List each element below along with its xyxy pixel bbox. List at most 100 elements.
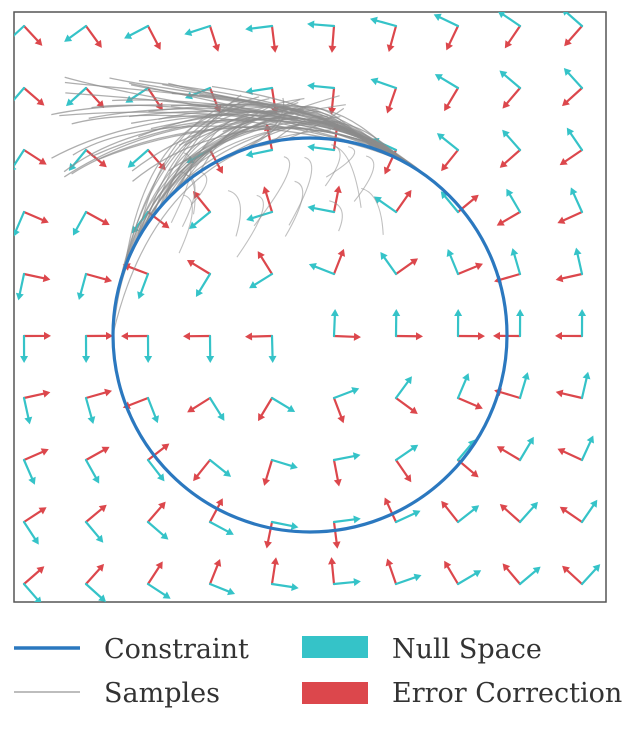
error-correction-arrow	[499, 148, 522, 168]
error-correction-arrow	[394, 189, 412, 214]
error-correction-arrow	[22, 566, 45, 586]
sample-trajectory	[199, 119, 255, 172]
error-correction-arrow	[193, 458, 212, 482]
null-space-arrow	[499, 70, 522, 90]
error-correction-arrow	[258, 396, 274, 422]
null-space-arrow	[245, 24, 274, 33]
error-correction-arrow	[84, 504, 107, 524]
null-space-arrow	[498, 12, 522, 28]
sample-trajectory	[333, 145, 362, 208]
null-space-arrow	[208, 520, 234, 535]
null-space-arrow	[394, 376, 412, 400]
legend-constraint-label: Constraint	[104, 634, 249, 665]
null-space-arrow	[146, 520, 169, 540]
error-correction-arrow	[208, 24, 220, 52]
null-space-arrow	[394, 444, 419, 462]
error-correction-arrow	[22, 389, 51, 400]
null-space-arrow	[84, 520, 104, 543]
null-space-arrow	[456, 373, 470, 400]
error-correction-arrow	[502, 86, 522, 109]
sample-trajectory	[178, 117, 248, 189]
error-correction-arrow	[456, 396, 483, 410]
error-correction-arrow	[456, 262, 483, 276]
null-space-arrow	[15, 272, 26, 301]
error-correction-arrow	[332, 396, 345, 424]
error-correction-arrow	[183, 332, 212, 341]
sample-trajectory	[112, 129, 332, 335]
error-correction-arrow	[456, 332, 485, 341]
error-correction-arrow	[84, 446, 110, 462]
error-correction-arrow	[22, 272, 51, 283]
null-space-arrow	[82, 334, 91, 363]
null-space-arrow	[518, 501, 538, 524]
null-space-arrow	[518, 436, 534, 462]
null-space-arrow	[566, 127, 584, 152]
error-correction-arrow	[444, 86, 460, 112]
sample-trajectory	[179, 170, 196, 215]
sample-trajectory	[124, 105, 245, 269]
error-correction-arrow	[146, 501, 166, 524]
error-correction-arrow	[493, 331, 522, 340]
error-correction-arrow	[328, 24, 337, 53]
error-correction-arrow	[84, 331, 113, 340]
null-space-arrow	[433, 13, 460, 28]
null-space-arrow	[84, 458, 100, 484]
error-correction-arrow	[22, 210, 49, 224]
sample-trajectory	[329, 200, 343, 232]
null-space-arrow	[14, 24, 26, 37]
error-correction-arrow	[562, 565, 584, 586]
null-space-arrow	[64, 24, 88, 42]
null-space-arrow	[22, 396, 33, 425]
sample-trajectory	[65, 92, 404, 162]
error-correction-arrow	[557, 210, 584, 224]
error-correction-arrow	[332, 332, 361, 341]
null-space-arrow	[563, 68, 584, 90]
null-space-arrow	[137, 272, 150, 300]
null-space-arrow	[369, 16, 398, 28]
error-correction-arrow	[328, 557, 337, 586]
error-correction-arrow	[332, 458, 342, 487]
null-space-arrow	[570, 187, 584, 214]
error-correction-arrow	[84, 272, 113, 284]
null-space-arrow	[84, 396, 96, 424]
null-space-arrow	[208, 396, 225, 421]
null-space-arrow	[330, 309, 339, 338]
error-correction-arrow	[499, 504, 522, 524]
null-space-arrow	[373, 196, 398, 214]
error-correction-arrow	[394, 258, 419, 276]
error-correction-arrow	[121, 332, 150, 341]
null-space-arrow	[370, 77, 398, 90]
error-correction-arrow	[441, 148, 460, 172]
null-space-arrow	[456, 570, 482, 586]
null-space-arrow	[580, 371, 591, 400]
error-correction-arrow	[186, 259, 212, 276]
null-space-arrow	[580, 435, 594, 462]
null-space-arrow	[124, 24, 150, 39]
error-correction-arrow	[502, 563, 522, 586]
null-space-arrow	[307, 143, 336, 152]
error-correction-arrow	[555, 331, 584, 340]
null-space-arrow	[332, 578, 361, 587]
null-space-arrow	[270, 520, 299, 530]
null-space-arrow	[446, 249, 460, 276]
null-space-arrow	[84, 582, 107, 602]
error-correction-arrow	[555, 389, 584, 400]
legend-null-space-label: Null Space	[392, 634, 542, 665]
error-correction-arrow	[208, 498, 223, 524]
error-correction-arrow	[559, 506, 584, 524]
legend: Constraint Samples Null Space Error Corr…	[14, 634, 622, 709]
null-space-arrow	[506, 188, 522, 214]
null-space-arrow	[146, 582, 171, 599]
error-correction-arrow	[557, 448, 584, 462]
sample-trajectory	[253, 156, 291, 227]
error-correction-arrow	[270, 557, 279, 586]
null-space-arrow	[394, 510, 421, 524]
sample-trajectories	[51, 76, 432, 335]
null-space-arrow	[72, 210, 88, 236]
error-correction-arrow	[262, 186, 274, 214]
null-space-arrow	[436, 133, 460, 152]
null-space-arrow	[518, 566, 541, 586]
sample-trajectory	[361, 187, 384, 235]
error-correction-arrow	[386, 24, 398, 53]
error-correction-arrow	[562, 86, 584, 107]
